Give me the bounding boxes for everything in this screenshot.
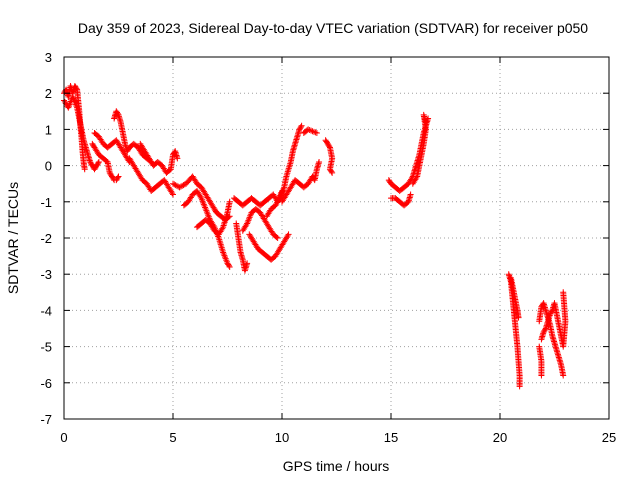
data-point <box>516 383 523 390</box>
y-tick-label: -4 <box>40 303 52 318</box>
data-point <box>81 166 88 173</box>
chart-title: Day 359 of 2023, Sidereal Day-to-day VTE… <box>78 20 588 36</box>
data-point <box>171 181 178 188</box>
x-tick-label: 10 <box>275 430 289 445</box>
data-point <box>174 155 181 162</box>
data-point <box>177 183 184 190</box>
x-axis-label: GPS time / hours <box>283 458 390 474</box>
data-point <box>413 174 420 181</box>
x-tick-label: 0 <box>60 430 67 445</box>
data-points <box>61 82 569 390</box>
y-tick-label: 0 <box>45 159 52 174</box>
data-point <box>244 260 251 267</box>
x-tick-label: 20 <box>493 430 507 445</box>
data-point <box>308 127 315 134</box>
data-point <box>274 235 281 241</box>
y-tick-label: 3 <box>45 50 52 65</box>
data-point <box>313 130 320 137</box>
data-point <box>226 198 233 205</box>
data-point <box>560 372 567 379</box>
y-axis-label: SDTVAR / TECUs <box>5 182 21 294</box>
y-tick-label: -2 <box>40 231 52 246</box>
x-tick-label: 5 <box>169 430 176 445</box>
data-point <box>114 174 121 181</box>
data-point <box>273 234 280 241</box>
data-point <box>172 182 179 189</box>
x-axis-tick-labels: 0 5 10 15 20 25 <box>60 430 616 445</box>
data-point <box>114 110 121 117</box>
data-point <box>170 191 176 198</box>
data-point <box>548 308 555 315</box>
data-point <box>305 126 312 133</box>
data-point <box>560 289 567 296</box>
data-point <box>284 232 291 239</box>
data-point <box>326 143 333 150</box>
y-tick-label: -3 <box>40 267 52 282</box>
y-tick-label: -5 <box>40 340 52 355</box>
data-point <box>275 196 282 203</box>
data-point <box>170 180 176 187</box>
data-point <box>115 173 122 180</box>
data-point <box>309 128 316 135</box>
data-point <box>328 168 335 175</box>
data-point <box>312 129 319 136</box>
data-point <box>95 160 102 167</box>
y-tick-label: 1 <box>45 122 52 137</box>
data-point <box>310 128 317 135</box>
data-point <box>515 314 522 321</box>
x-tick-label: 25 <box>602 430 616 445</box>
data-point <box>306 127 313 134</box>
data-point <box>538 372 545 379</box>
data-point <box>285 231 292 238</box>
data-point <box>169 190 176 197</box>
y-tick-label: -6 <box>40 376 52 391</box>
data-point <box>316 158 323 165</box>
data-point <box>95 158 102 165</box>
data-point <box>197 193 204 200</box>
grid-lines <box>64 57 609 419</box>
y-tick-label: -1 <box>40 195 52 210</box>
data-point <box>179 182 186 189</box>
data-point <box>166 167 173 174</box>
axis-ticks <box>63 56 610 420</box>
data-point <box>176 184 183 191</box>
data-point <box>225 262 232 269</box>
data-point <box>73 85 80 92</box>
data-point <box>226 263 233 270</box>
data-point <box>173 182 180 189</box>
x-tick-label: 15 <box>384 430 398 445</box>
data-point <box>422 119 429 126</box>
y-tick-label: -7 <box>40 412 52 427</box>
data-point <box>180 182 187 189</box>
y-tick-label: 2 <box>45 86 52 101</box>
data-point <box>329 169 336 176</box>
y-axis-tick-labels: 3 2 1 0 -1 -2 -3 -4 -5 -6 -7 <box>40 50 52 427</box>
data-point <box>297 123 304 130</box>
data-point <box>542 326 549 333</box>
data-point <box>243 221 250 228</box>
data-point <box>219 225 226 232</box>
data-point <box>298 122 305 129</box>
data-point <box>407 191 414 198</box>
